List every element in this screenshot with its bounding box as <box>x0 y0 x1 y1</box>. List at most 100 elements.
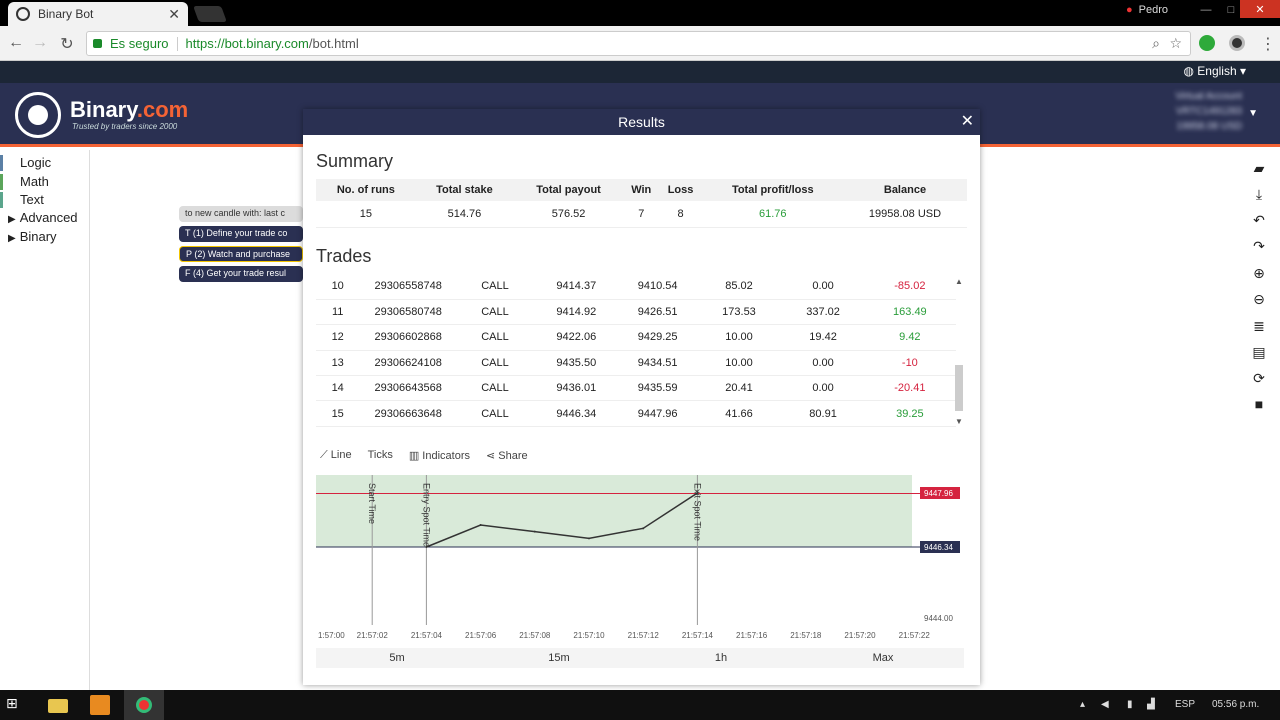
price-series-line <box>426 492 698 548</box>
logo-text[interactable]: Binary.com <box>70 97 188 123</box>
chart-tool-label: Indicators <box>422 450 470 462</box>
open-folder-icon[interactable]: ▰ <box>1253 160 1265 176</box>
tray-chevron-icon[interactable]: ▴ <box>1080 699 1086 710</box>
address-bar[interactable]: Es seguro https://bot.binary.com/bot.htm… <box>86 31 1191 56</box>
zoom-in-icon[interactable]: ⊕ <box>1253 265 1265 281</box>
win-zone <box>316 475 912 547</box>
minimize-button[interactable]: — <box>1200 4 1212 16</box>
logo-dot: .com <box>136 97 189 122</box>
trade-cell: 9447.96 <box>619 400 696 427</box>
indicators-icon: ▥ <box>408 450 420 462</box>
tab-title: Binary Bot <box>38 7 94 21</box>
undo-icon[interactable]: ↶ <box>1253 212 1265 228</box>
trade-cell: CALL <box>457 274 533 300</box>
toolbox-item-logic[interactable]: Logic <box>20 155 51 170</box>
windows-start-icon[interactable]: ⊞ <box>6 695 18 711</box>
category-color <box>0 174 3 190</box>
range-5m[interactable]: 5m <box>389 652 405 664</box>
sort-icon[interactable]: ≣ <box>1253 318 1265 334</box>
download-icon[interactable]: ⤓ <box>1255 186 1263 202</box>
chart-tool-ticks[interactable]: Ticks <box>368 449 393 462</box>
redo-icon[interactable]: ↷ <box>1253 238 1265 254</box>
language-bar: ◍ English ▾ <box>0 61 1280 83</box>
trade-cell: 10.00 <box>695 324 783 351</box>
window-close-button[interactable]: ✕ <box>1240 0 1280 18</box>
trade-cell: 9426.51 <box>619 299 696 326</box>
trade-cell: 12 <box>316 324 360 351</box>
scroll-down-icon[interactable]: ▼ <box>955 417 963 426</box>
extension-green-icon[interactable] <box>1199 35 1215 51</box>
file-explorer-icon[interactable] <box>48 699 68 713</box>
divider <box>176 36 178 51</box>
trade-cell: 29306580748 <box>359 299 457 326</box>
extension-dark-icon[interactable] <box>1229 35 1245 51</box>
scroll-up-icon[interactable]: ▲ <box>955 277 963 286</box>
workspace-block[interactable]: T (1) Define your trade co <box>179 226 303 242</box>
profile-user[interactable]: ● Pedro <box>1126 0 1168 20</box>
browser-tab[interactable]: Binary Bot ✕ <box>8 2 188 26</box>
maximize-button[interactable]: □ <box>1227 4 1235 16</box>
trade-cell: 29306602868 <box>359 324 457 351</box>
trade-cell: 9422.06 <box>532 324 620 351</box>
trade-cell: 9.42 <box>863 324 956 351</box>
scrollbar-thumb[interactable] <box>955 365 963 411</box>
language-selector[interactable]: ◍ English ▾ <box>1183 64 1246 78</box>
range-max[interactable]: Max <box>872 652 894 664</box>
battery-icon[interactable]: ▮ <box>1127 699 1133 710</box>
clock[interactable]: 05:56 p.m. <box>1212 699 1260 710</box>
trade-cell: -10 <box>863 350 956 377</box>
trade-row: 12 29306602868 CALL 9422.06 9429.25 10.00 19.4… <box>316 324 956 351</box>
url-path: /bot.html <box>308 36 359 51</box>
back-icon[interactable]: ← <box>8 34 24 51</box>
workspace-block[interactable]: P (2) Watch and purchase <box>179 246 303 262</box>
chart-tool-line[interactable]: ⟋ Line <box>320 449 352 462</box>
zoom-out-icon[interactable]: ⊖ <box>1253 291 1265 307</box>
reset-icon[interactable]: ⟳ <box>1253 370 1265 386</box>
toolbox-item-math[interactable]: Math <box>20 174 49 189</box>
trade-cell: 29306643568 <box>359 375 457 402</box>
reload-icon[interactable]: ↻ <box>60 36 74 53</box>
trade-cell: 0.00 <box>782 375 864 402</box>
workspace-block[interactable]: F (4) Get your trade resul <box>179 266 303 282</box>
close-tab-icon[interactable]: ✕ <box>168 5 180 22</box>
workspace-block[interactable]: to new candle with: last c <box>179 206 303 222</box>
forward-icon[interactable]: → <box>32 34 48 51</box>
trade-cell: 10.00 <box>695 350 783 377</box>
range-1h[interactable]: 1h <box>714 652 728 664</box>
toolbox-label: Binary <box>19 229 57 244</box>
input-language[interactable]: ESP <box>1175 699 1196 710</box>
account-info[interactable]: Virtual Account VRTC1491283 19958.08 USD <box>1175 89 1242 134</box>
trade-cell: 9414.92 <box>532 299 620 326</box>
x-tick-label: 21:57:12 <box>628 631 660 640</box>
chrome-taskbar-item[interactable] <box>124 690 164 720</box>
volume-icon[interactable]: ◀ <box>1101 699 1109 710</box>
binary-favicon-icon <box>16 7 30 21</box>
bookmark-star-icon[interactable]: ☆ <box>1169 35 1182 51</box>
chevron-down-icon[interactable]: ▼ <box>1248 108 1258 119</box>
globe-icon: ◍ <box>1183 64 1194 78</box>
trades-scrollbar[interactable]: ▲ ▼ <box>955 277 963 426</box>
signal-icon[interactable]: ▟ <box>1147 699 1155 710</box>
account-line: Virtual Account <box>1175 91 1242 102</box>
price-chart[interactable]: Start Time Entry Spot Time Exit Spot Time 9… <box>316 475 968 645</box>
media-player-icon[interactable] <box>90 695 110 715</box>
chart-tool-share[interactable]: ⋖ Share <box>486 449 528 462</box>
user-name: Pedro <box>1138 4 1169 16</box>
trade-cell: 41.66 <box>695 400 783 427</box>
x-tick-label: 21:57:18 <box>790 631 822 640</box>
zoom-icon[interactable]: ⌕ <box>1152 35 1160 51</box>
menu-icon[interactable]: ⋮ <box>1260 36 1276 53</box>
toolbox-item-binary[interactable]: ▶ Binary <box>8 229 57 244</box>
chart-tool-indicators[interactable]: ▥ Indicators <box>409 449 470 462</box>
range-15m[interactable]: 15m <box>548 652 570 664</box>
chart-tool-label: Line <box>330 449 352 461</box>
stop-icon[interactable]: ■ <box>1254 396 1264 412</box>
close-icon[interactable]: ✕ <box>960 113 974 130</box>
range-selector: 5m 15m 1h Max <box>316 648 964 668</box>
trades-heading: Trades <box>316 246 372 266</box>
new-tab-button[interactable] <box>193 6 227 22</box>
toolbox-item-advanced[interactable]: ▶ Advanced <box>8 210 78 225</box>
trade-row: 14 29306643568 CALL 9436.01 9435.59 20.41 0.00… <box>316 375 956 402</box>
toolbox-item-text[interactable]: Text <box>20 192 44 207</box>
log-icon[interactable]: ▤ <box>1252 344 1266 360</box>
